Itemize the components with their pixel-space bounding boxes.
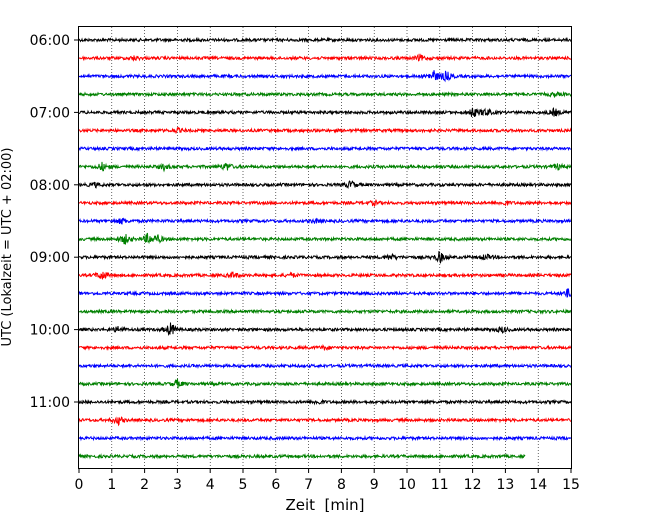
trace-0800	[78, 180, 572, 190]
trace-0745	[78, 161, 572, 173]
x-tick-label: 8	[337, 477, 346, 493]
x-tick-label: 0	[75, 477, 84, 493]
trace-0700	[78, 107, 572, 117]
trace-0930	[78, 287, 572, 298]
trace-0830	[78, 217, 572, 225]
trace-0645	[78, 90, 572, 98]
trace-1100	[78, 398, 572, 406]
trace-0730	[78, 145, 572, 152]
x-tick-label: 14	[529, 477, 547, 493]
seismic-traces	[78, 36, 572, 460]
y-tick-label: 10:00	[30, 323, 70, 339]
x-tick-label: 12	[464, 477, 482, 493]
plot-frame	[78, 26, 572, 469]
trace-0630	[78, 70, 572, 83]
x-tick-label: 5	[239, 477, 248, 493]
y-tick-label: 09:00	[30, 250, 70, 266]
trace-0715	[78, 126, 572, 134]
x-tick-label: 4	[206, 477, 215, 493]
x-tick-label: 13	[496, 477, 514, 493]
trace-0845	[78, 232, 572, 245]
trace-1130	[78, 434, 572, 442]
y-axis-label: UTC (Lokalzeit = UTC + 02:00)	[0, 148, 15, 347]
trace-1045	[78, 378, 572, 389]
x-tick-label: 6	[271, 477, 280, 493]
x-tick-label: 3	[173, 477, 182, 493]
x-tick-label: 11	[431, 477, 449, 493]
trace-0915	[78, 271, 572, 280]
y-tick-label: 07:00	[30, 105, 70, 121]
trace-1030	[78, 362, 572, 370]
x-tick-label: 10	[398, 477, 416, 493]
x-tick-label: 1	[107, 477, 116, 493]
x-tick-label: 9	[370, 477, 379, 493]
y-tick-label: 11:00	[30, 395, 70, 411]
trace-1145	[78, 452, 526, 460]
y-tick-label: 08:00	[30, 178, 70, 194]
trace-1015	[78, 343, 572, 351]
trace-0600	[78, 36, 572, 44]
x-axis-ticks: 0 1 2 3 4 5 6 7 8 9 10 11 12 13 14 15	[75, 468, 580, 493]
trace-1115	[78, 416, 572, 427]
trace-0945	[78, 308, 572, 315]
x-tick-label: 2	[140, 477, 149, 493]
x-axis-label: Zeit [min]	[285, 496, 364, 514]
x-tick-label: 15	[562, 477, 580, 493]
x-tick-label: 7	[304, 477, 313, 493]
trace-0900	[78, 251, 572, 264]
y-axis-ticks: 06:00 07:00 08:00 09:00 10:00 11:00	[30, 33, 79, 411]
trace-0615	[79, 53, 572, 62]
trace-1000	[78, 322, 572, 337]
trace-0815	[78, 198, 572, 208]
y-tick-label: 06:00	[30, 33, 70, 49]
